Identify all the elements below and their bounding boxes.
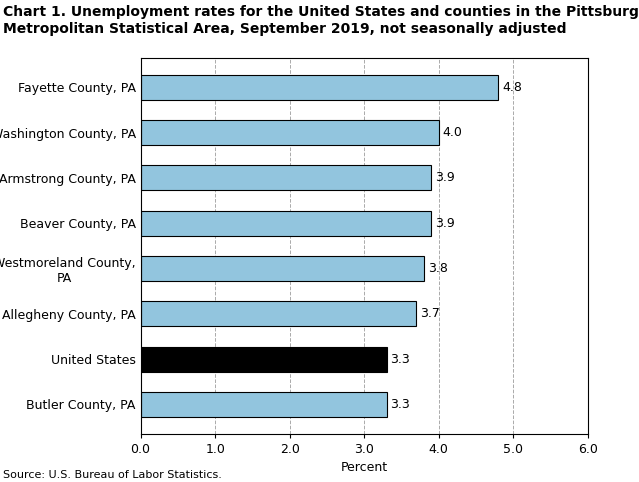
Bar	[141, 211, 431, 236]
Bar	[141, 392, 387, 417]
Text: Source: U.S. Bureau of Labor Statistics.: Source: U.S. Bureau of Labor Statistics.	[3, 469, 222, 480]
Text: 3.3: 3.3	[390, 398, 410, 411]
Text: 3.9: 3.9	[435, 217, 455, 229]
Text: 3.9: 3.9	[435, 172, 455, 185]
X-axis label: Percent: Percent	[341, 461, 388, 474]
Text: 4.0: 4.0	[442, 126, 463, 139]
Text: 3.3: 3.3	[390, 352, 410, 365]
Bar	[141, 347, 387, 372]
Bar	[141, 165, 431, 190]
Bar	[141, 120, 439, 145]
Bar	[141, 256, 424, 281]
Bar	[141, 75, 498, 100]
Text: 4.8: 4.8	[502, 81, 522, 94]
Text: 3.8: 3.8	[427, 262, 447, 275]
Text: Chart 1. Unemployment rates for the United States and counties in the Pittsburgh: Chart 1. Unemployment rates for the Unit…	[3, 5, 639, 36]
Text: 3.7: 3.7	[420, 307, 440, 320]
Bar	[141, 301, 417, 326]
